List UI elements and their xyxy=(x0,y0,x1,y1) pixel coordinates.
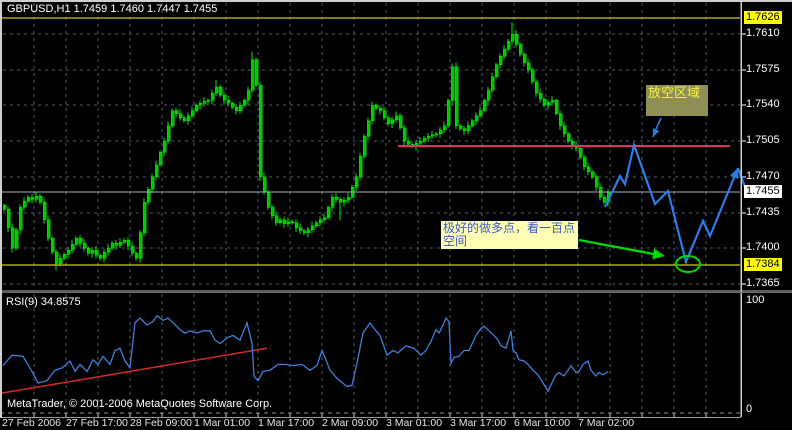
rsi-scale-max-label: 100 xyxy=(746,294,765,306)
arrowhead xyxy=(652,248,665,260)
long-entry-text-line2: 空间 xyxy=(443,234,468,248)
price-label-1.7455: 1.7455 xyxy=(744,185,782,198)
price-label-1.7400: 1.7400 xyxy=(746,241,780,253)
candles xyxy=(2,21,611,271)
grid xyxy=(0,3,746,417)
price-label-1.7610: 1.7610 xyxy=(746,27,780,39)
price-label-1.7505: 1.7505 xyxy=(746,134,780,146)
user-drawings[interactable] xyxy=(578,117,747,273)
blue-projection-zigzag xyxy=(604,141,740,266)
long-entry-text-line1: 极好的做多点，看一百点 xyxy=(443,221,576,235)
price-label-1.7540: 1.7540 xyxy=(746,98,780,110)
price-label-1.7365: 1.7365 xyxy=(746,277,780,289)
time-label: 2 Mar 09:00 xyxy=(322,417,379,429)
short-zone-annotation-box[interactable]: 放空区域 xyxy=(646,85,708,116)
time-label: 1 Mar 01:00 xyxy=(194,417,251,429)
short-zone-text: 放空区域 xyxy=(648,85,701,100)
window-border-left xyxy=(0,0,2,418)
price-label-1.7626: 1.7626 xyxy=(744,11,782,24)
time-label: 3 Mar 17:00 xyxy=(450,417,507,429)
time-label: 7 Mar 02:00 xyxy=(578,417,635,429)
price-label-1.7575: 1.7575 xyxy=(746,63,780,75)
price-label-1.7470: 1.7470 xyxy=(746,170,780,182)
time-label: 1 Mar 17:00 xyxy=(258,417,315,429)
time-label: 28 Feb 09:00 xyxy=(130,417,192,429)
time-label: 6 Mar 10:00 xyxy=(514,417,571,429)
rsi-indicator-label: RSI(9) 34.8575 xyxy=(6,296,81,308)
arrowhead xyxy=(730,168,739,179)
rsi-line xyxy=(2,314,609,393)
arrowhead xyxy=(652,128,660,137)
time-label: 3 Mar 01:00 xyxy=(386,417,443,429)
long-entry-annotation-box[interactable]: 极好的做多点，看一百点 空间 xyxy=(441,221,578,249)
price-label-1.7384: 1.7384 xyxy=(744,258,782,271)
rsi-trendline xyxy=(0,347,268,395)
horizontal-lines[interactable] xyxy=(2,17,740,266)
time-label: 27 Feb 17:00 xyxy=(66,417,128,429)
window-border-top xyxy=(0,0,792,2)
green-entry-arrow xyxy=(578,238,660,257)
rsi-pane xyxy=(0,314,609,395)
pane-frame xyxy=(0,2,792,418)
green-entry-ellipse xyxy=(675,255,701,273)
time-label: 27 Feb 2006 xyxy=(2,417,61,429)
price-label-1.7435: 1.7435 xyxy=(746,206,780,218)
symbol-ohlc-label: GBPUSD,H1 1.7459 1.7460 1.7447 1.7455 xyxy=(7,3,218,15)
copyright-label: MetaTrader, © 2001-2006 MetaQuotes Softw… xyxy=(7,398,273,410)
rsi-scale-min-label: 0 xyxy=(746,403,753,415)
